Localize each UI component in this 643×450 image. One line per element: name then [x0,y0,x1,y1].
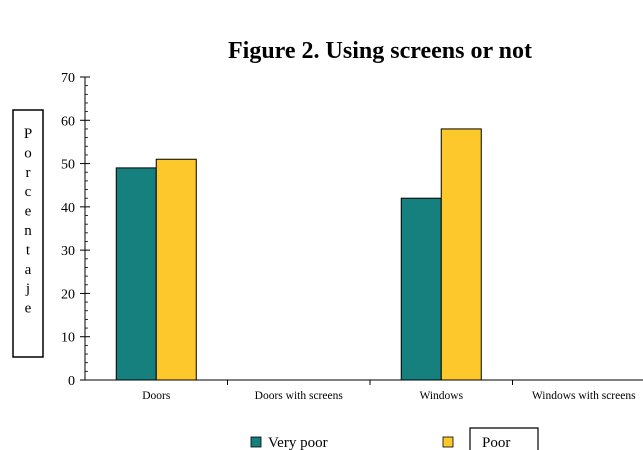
y-tick-label: 70 [61,71,75,86]
y-axis-label-char: r [26,165,31,181]
legend-swatch-poor [442,436,454,448]
legend-label: Very poor [268,435,328,450]
y-axis-label-char: o [24,145,32,161]
y-axis-label-char: e [25,301,32,317]
y-tick-label: 10 [61,331,75,346]
y-axis-label-box [12,109,44,358]
x-category-label: Doors with screens [255,390,344,402]
y-axis-label-char: a [25,262,32,278]
y-tick-label: 0 [68,374,75,389]
y-axis-label-char: n [24,223,32,239]
x-category-label: Windows [419,390,463,402]
legend-swatch-very-poor [250,436,262,448]
bar-very-poor-doors [115,167,157,381]
legend-label: Poor [482,435,510,450]
y-axis-label-char: c [25,184,32,200]
legend-label-box [469,427,539,450]
y-tick-label: 60 [61,114,75,129]
bar-very-poor-windows [400,197,442,381]
y-tick-label: 30 [61,244,75,259]
y-tick-label: 50 [61,158,75,173]
y-axis-label-char: j [25,281,30,297]
y-axis-label-char: t [26,242,31,258]
y-tick-label: 40 [61,201,75,216]
y-axis-label-char: e [25,204,32,220]
chart-title: Figure 2. Using screens or not [228,38,532,64]
bar-poor-windows [440,128,482,381]
bar-poor-doors [155,158,197,381]
x-category-label: Doors [142,390,171,402]
y-axis-label-char: P [24,126,32,142]
y-tick-label: 20 [61,287,75,302]
x-category-label: Windows with screens [532,390,636,402]
